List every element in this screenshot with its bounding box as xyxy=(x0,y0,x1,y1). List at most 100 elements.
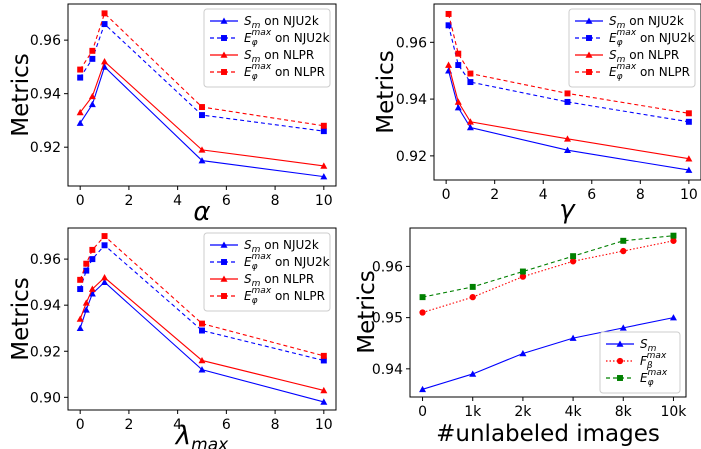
data-point xyxy=(89,47,96,54)
series xyxy=(77,21,327,135)
x-tick-label: 2 xyxy=(124,417,133,433)
x-axis-label: γ xyxy=(559,195,576,225)
x-tick-label: 0 xyxy=(418,404,427,420)
data-point xyxy=(76,324,84,332)
data-point xyxy=(519,273,527,280)
series-line xyxy=(422,240,674,314)
data-point xyxy=(569,334,577,341)
series xyxy=(76,274,328,394)
legend-entry: Sm xyxy=(640,337,657,354)
x-tick-label: 10 xyxy=(315,193,333,209)
data-point xyxy=(83,260,90,267)
y-axis-label: Metrics xyxy=(8,53,34,137)
series xyxy=(76,58,328,169)
y-tick-label: 0.94 xyxy=(30,87,61,103)
data-point xyxy=(89,256,96,263)
series xyxy=(445,61,693,162)
data-point xyxy=(199,104,205,111)
series xyxy=(445,10,692,117)
data-point xyxy=(455,62,462,69)
legend-marker xyxy=(221,35,227,41)
data-point xyxy=(77,276,84,283)
data-point xyxy=(419,294,426,301)
data-point xyxy=(469,293,476,301)
legend-marker xyxy=(616,340,624,347)
data-point xyxy=(76,108,84,116)
legend-entry: Fβmax xyxy=(640,351,667,371)
data-point xyxy=(82,306,90,313)
legend-marker xyxy=(220,275,228,282)
x-tick-label: 0 xyxy=(76,417,85,433)
y-tick-label: 0.95 xyxy=(372,311,403,327)
y-tick-label: 0.96 xyxy=(372,259,403,275)
x-tick-label: 10k xyxy=(660,404,687,420)
data-point xyxy=(199,320,205,327)
data-point xyxy=(88,92,96,100)
legend-entry: Eφmax on NJU2k xyxy=(244,28,330,48)
y-axis-label: Metrics xyxy=(8,277,34,361)
legend-entry: Sm on NJU2k xyxy=(609,14,684,31)
legend-entry: Eφmax on NLPR xyxy=(244,286,325,306)
data-point xyxy=(685,166,693,173)
data-point xyxy=(76,315,84,322)
series-line xyxy=(79,281,324,403)
data-point xyxy=(82,299,90,306)
legend-marker xyxy=(585,17,593,24)
legend-marker xyxy=(220,17,228,24)
x-tick-label: 0 xyxy=(442,187,451,203)
data-point xyxy=(419,385,427,393)
data-point xyxy=(198,157,206,164)
data-point xyxy=(320,122,327,129)
x-tick-label: 2 xyxy=(124,193,133,209)
data-point xyxy=(89,55,96,62)
legend-entry: Sm on NLPR xyxy=(244,48,314,65)
x-tick-label: 1k xyxy=(464,404,482,420)
data-point xyxy=(685,155,693,162)
series xyxy=(419,237,677,316)
legend-marker xyxy=(586,35,592,41)
legend-marker xyxy=(616,357,624,365)
x-axis-label: α xyxy=(193,197,210,227)
data-point xyxy=(101,278,109,285)
y-tick-label: 0.96 xyxy=(396,35,427,51)
data-point xyxy=(466,123,474,131)
plot-frame xyxy=(409,227,687,398)
chart-panel: 0 2 4 6 8 10 0.90 0.92 0.94 0.96 Metrics λmax Sm on … xyxy=(8,227,337,449)
data-point xyxy=(469,283,476,290)
y-tick-label: 0.92 xyxy=(30,344,61,360)
legend-entry: Sm on NJU2k xyxy=(244,14,319,31)
data-point xyxy=(77,66,84,73)
data-point xyxy=(466,118,474,125)
series xyxy=(76,278,328,405)
x-tick-label: 2 xyxy=(490,187,499,203)
y-axis-label: Metrics xyxy=(354,270,380,354)
data-point xyxy=(467,79,474,86)
legend-marker xyxy=(221,293,227,299)
y-tick-label: 0.96 xyxy=(30,33,61,49)
data-point xyxy=(670,237,677,244)
data-point xyxy=(619,324,627,331)
x-tick-label: 10 xyxy=(315,417,333,433)
series-line xyxy=(422,317,674,390)
series xyxy=(419,314,677,393)
legend-entry: Eφmax on NJU2k xyxy=(609,28,695,48)
data-point xyxy=(467,70,474,77)
series xyxy=(419,232,677,301)
data-point xyxy=(564,90,571,97)
legend-marker xyxy=(221,259,227,265)
legend-entry: Sm on NLPR xyxy=(609,48,679,65)
x-tick-label: 10 xyxy=(680,187,698,203)
data-point xyxy=(198,356,206,364)
data-point xyxy=(101,242,108,249)
x-axis-label: λmax xyxy=(174,421,229,449)
data-point xyxy=(670,232,677,239)
data-point xyxy=(320,357,327,364)
data-point xyxy=(101,274,109,281)
data-point xyxy=(199,327,205,334)
data-point xyxy=(564,135,571,142)
x-tick-label: 4 xyxy=(539,187,548,203)
data-point xyxy=(564,146,571,153)
series xyxy=(445,22,692,125)
